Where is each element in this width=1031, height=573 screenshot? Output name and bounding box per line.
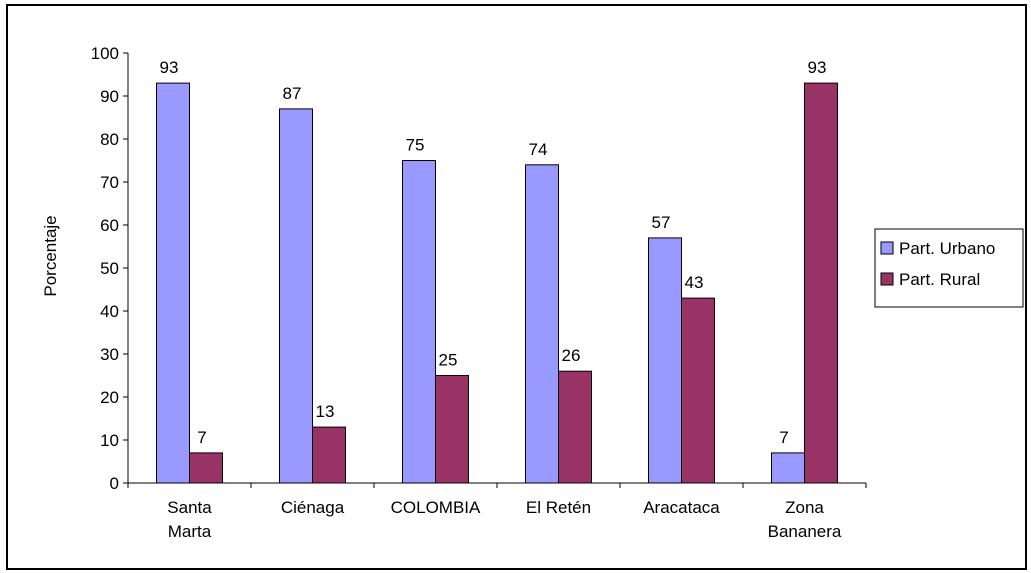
data-label: 93 [160,58,179,77]
y-tick-label: 80 [100,130,119,149]
bar [771,452,805,484]
data-label: 7 [197,428,206,447]
bar [648,237,682,484]
y-tick-label: 50 [100,259,119,278]
data-label: 25 [439,351,458,370]
legend-swatch [880,241,894,255]
data-label: 57 [652,213,671,232]
y-tick-label: 40 [100,302,119,321]
data-label: 43 [685,273,704,292]
legend-label: Part. Rural [899,270,980,289]
bar [402,160,436,484]
data-label: 93 [808,58,827,77]
x-axis-labels: Santa Marta Ciénaga COLOMBIA El Retén Aracata… [167,498,842,541]
bar [312,426,346,484]
data-label: 87 [283,84,302,103]
x-tick-label: COLOMBIA [391,498,481,517]
y-tick-label: 30 [100,345,119,364]
bar [558,370,592,484]
bar [279,108,313,484]
data-label: 26 [562,346,581,365]
y-axis-ticks: 0 10 20 30 40 50 60 70 80 90 100 [91,44,128,493]
bar [435,375,469,484]
bars [156,82,838,484]
y-tick-label: 60 [100,216,119,235]
data-label: 7 [779,428,788,447]
bar [804,82,838,484]
data-label: 75 [406,136,425,155]
y-axis-label: Porcentaje [41,215,60,296]
x-tick-label: Aracataca [643,498,720,517]
x-tick-label: Ciénaga [281,498,345,517]
legend-box [874,228,1024,308]
data-labels: 93 7 87 13 75 25 74 26 57 43 7 93 [160,58,827,447]
data-label: 74 [529,140,548,159]
y-tick-label: 100 [91,44,119,63]
axes [127,53,867,488]
y-tick-label: 90 [100,87,119,106]
x-tick-label: Santa [167,498,212,517]
data-label: 13 [316,402,335,421]
bar [525,164,559,484]
chart-frame: 0 10 20 30 40 50 60 70 80 90 100 93 7 87 13 75 25 74 26 57… [6,4,1027,570]
legend-swatch [880,272,894,286]
y-tick-label: 70 [100,173,119,192]
legend: Part. Urbano Part. Rural [874,228,1024,308]
bar [681,297,715,484]
x-tick-label: Zona [785,498,824,517]
bar-chart: 0 10 20 30 40 50 60 70 80 90 100 93 7 87 13 75 25 74 26 57… [41,44,1024,541]
y-tick-label: 20 [100,388,119,407]
y-tick-label: 10 [100,431,119,450]
bar [189,452,223,484]
legend-label: Part. Urbano [899,239,995,258]
x-tick-label: Bananera [768,522,842,541]
x-tick-label: Marta [168,522,212,541]
bar [156,82,190,484]
x-tick-label: El Retén [526,498,591,517]
y-tick-label: 0 [110,474,119,493]
